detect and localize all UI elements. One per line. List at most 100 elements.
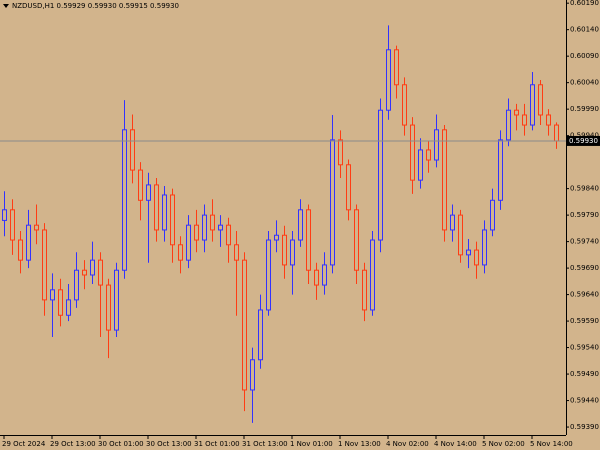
y-tick-label: 0.59990	[570, 105, 599, 113]
candle-body	[130, 129, 135, 171]
candle-body	[178, 244, 183, 261]
candle-body	[226, 224, 231, 246]
current-price-box	[567, 135, 600, 146]
candle-body	[50, 289, 55, 301]
candle-body	[322, 264, 327, 286]
x-tick-label: 5 Nov 02:00	[482, 440, 525, 448]
candle-body	[58, 289, 63, 316]
y-tick-label: 0.59540	[570, 344, 599, 352]
candle-body	[402, 84, 407, 126]
candle-body	[18, 239, 23, 261]
candle-body	[202, 214, 207, 241]
candle-body	[42, 229, 47, 301]
y-tick-label: 0.60090	[570, 52, 599, 60]
candle-body	[106, 284, 111, 331]
x-tick-label: 4 Nov 14:00	[434, 440, 477, 448]
candle-body	[122, 129, 127, 271]
candle-body	[170, 194, 175, 246]
candle-body	[378, 109, 383, 241]
candle-body	[266, 239, 271, 311]
candle-body	[146, 184, 151, 201]
y-tick-label: 0.59640	[570, 291, 599, 299]
candle-body	[314, 269, 319, 286]
y-tick-label: 0.60040	[570, 79, 599, 87]
candle-body	[10, 209, 15, 241]
candle-body	[514, 109, 519, 116]
candle-body	[466, 249, 471, 256]
x-tick-label: 31 Oct 13:00	[242, 440, 288, 448]
candle-body	[186, 224, 191, 261]
candle-body	[210, 214, 215, 231]
candle-body	[330, 139, 335, 266]
candle-body	[386, 49, 391, 111]
candle-body	[242, 259, 247, 391]
x-tick-label: 29 Oct 13:00	[50, 440, 96, 448]
candle-body	[490, 199, 495, 231]
y-tick-label: 0.59690	[570, 264, 599, 272]
candle-body	[538, 84, 543, 116]
candle-body	[434, 129, 439, 161]
y-tick-label: 0.59940	[570, 132, 599, 140]
candle-body	[530, 84, 535, 126]
candle-body	[306, 209, 311, 271]
candle-body	[362, 269, 367, 311]
candle-body	[338, 139, 343, 166]
chart-title: NZDUSD,H1 0.59929 0.59930 0.59915 0.5993…	[12, 2, 179, 10]
x-tick-label: 29 Oct 2024	[2, 440, 46, 448]
candle-body	[482, 229, 487, 266]
candle-body	[258, 309, 263, 361]
y-tick-label: 0.59840	[570, 185, 599, 193]
x-tick-label: 1 Nov 01:00	[290, 440, 333, 448]
x-tick-label: 30 Oct 13:00	[146, 440, 192, 448]
candle-body	[2, 209, 7, 221]
current-price-label: 0.59930	[569, 137, 598, 145]
candle-body	[74, 269, 79, 301]
candle-body	[410, 124, 415, 181]
candle-body	[498, 139, 503, 201]
candle-body	[298, 209, 303, 241]
y-tick-label: 0.60190	[570, 0, 599, 7]
candle-body	[274, 234, 279, 241]
candle-body	[90, 259, 95, 276]
candle-body	[546, 114, 551, 126]
x-tick-label: 5 Nov 14:00	[530, 440, 573, 448]
candle-body	[370, 239, 375, 311]
candle-body	[98, 259, 103, 286]
candle-body	[154, 184, 159, 231]
candle-body	[506, 109, 511, 141]
candle-body	[394, 49, 399, 86]
candle-body	[418, 149, 423, 181]
candle-body	[26, 224, 31, 261]
x-tick-label: 1 Nov 13:00	[338, 440, 381, 448]
candle-body	[250, 359, 255, 391]
candle-body	[522, 114, 527, 126]
candle-body	[282, 234, 287, 266]
candle-body	[474, 249, 479, 266]
y-tick-label: 0.59590	[570, 317, 599, 325]
candle-body	[162, 194, 167, 231]
candle-body	[218, 224, 223, 231]
candle-body	[346, 164, 351, 211]
candle-body	[290, 239, 295, 266]
y-tick-label: 0.60140	[570, 26, 599, 34]
y-tick-label: 0.59790	[570, 211, 599, 219]
candle-body	[426, 149, 431, 161]
y-tick-label: 0.59490	[570, 370, 599, 378]
x-tick-label: 4 Nov 02:00	[386, 440, 429, 448]
candle-body	[66, 299, 71, 316]
candle-body	[450, 214, 455, 231]
candle-body	[194, 224, 199, 241]
candle-body	[114, 269, 119, 331]
candle-body	[34, 224, 39, 231]
y-tick-label: 0.59740	[570, 238, 599, 246]
x-tick-label: 31 Oct 01:00	[194, 440, 240, 448]
candle-body	[442, 129, 447, 231]
y-tick-label: 0.59440	[570, 397, 599, 405]
candle-body	[82, 269, 87, 276]
candle-body	[138, 169, 143, 201]
menu-arrow[interactable]	[3, 4, 9, 8]
x-tick-label: 30 Oct 01:00	[98, 440, 144, 448]
candle-body	[458, 214, 463, 256]
candle-body	[554, 124, 559, 142]
